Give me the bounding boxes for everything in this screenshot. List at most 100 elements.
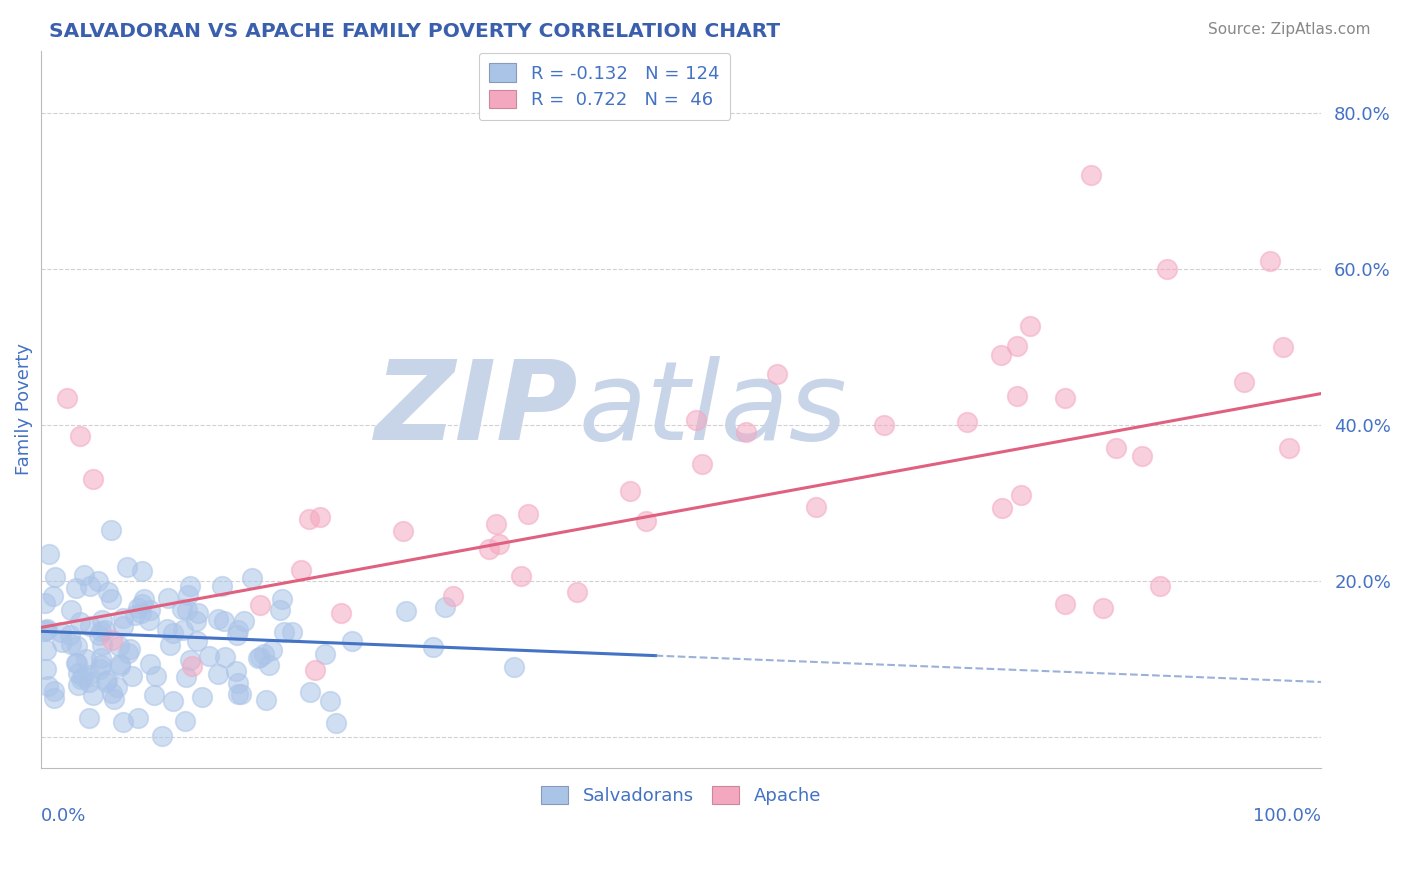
Point [1053, 597, 1076, 611]
Point [1080, 169, 1102, 183]
Point [186, 614, 208, 628]
Point [111, 619, 134, 633]
Text: 100.0%: 100.0% [1253, 807, 1320, 825]
Point [176, 603, 198, 617]
Point [304, 663, 326, 677]
Point [69, 429, 91, 443]
Point [225, 628, 247, 642]
Point [75, 651, 97, 665]
Point [172, 602, 194, 616]
Point [96, 673, 118, 688]
Point [314, 648, 336, 662]
Point [87, 628, 110, 642]
Point [90, 658, 112, 673]
Point [392, 524, 415, 539]
Point [619, 483, 641, 498]
Point [73, 567, 96, 582]
Point [51, 635, 73, 649]
Point [82, 472, 104, 486]
Point [69, 615, 91, 630]
Point [79, 710, 101, 724]
Point [484, 516, 506, 531]
Point [503, 660, 526, 674]
Point [82, 688, 104, 702]
Text: atlas: atlas [579, 356, 848, 463]
Point [509, 568, 531, 582]
Point [257, 658, 280, 673]
Point [249, 650, 271, 665]
Point [422, 640, 444, 655]
Point [186, 634, 208, 648]
Point [94, 623, 117, 637]
Point [44, 570, 66, 584]
Point [262, 643, 284, 657]
Point [142, 688, 165, 702]
Text: 0.0%: 0.0% [41, 807, 87, 825]
Point [67, 678, 90, 692]
Point [271, 591, 294, 606]
Point [129, 606, 152, 620]
Point [34, 643, 56, 657]
Point [115, 559, 138, 574]
Point [226, 623, 249, 637]
Point [179, 578, 201, 592]
Point [37, 622, 59, 636]
Point [60, 637, 83, 651]
Point [804, 500, 827, 514]
Point [207, 612, 229, 626]
Point [177, 588, 200, 602]
Point [139, 603, 162, 617]
Point [765, 367, 787, 381]
Point [735, 425, 758, 439]
Point [956, 415, 979, 429]
Point [1005, 339, 1028, 353]
Point [90, 651, 112, 665]
Point [179, 652, 201, 666]
Point [59, 627, 82, 641]
Point [330, 606, 353, 620]
Point [66, 656, 89, 670]
Point [1271, 340, 1294, 354]
Point [240, 571, 263, 585]
Point [1092, 601, 1115, 615]
Point [229, 687, 252, 701]
Point [38, 547, 60, 561]
Point [172, 623, 194, 637]
Point [1149, 579, 1171, 593]
Point [690, 457, 713, 471]
Point [132, 591, 155, 606]
Point [117, 646, 139, 660]
Point [395, 604, 418, 618]
Point [34, 624, 56, 639]
Point [159, 638, 181, 652]
Point [67, 665, 90, 680]
Point [90, 624, 112, 638]
Point [567, 585, 589, 599]
Point [191, 690, 214, 704]
Point [150, 729, 173, 743]
Text: Source: ZipAtlas.com: Source: ZipAtlas.com [1208, 22, 1371, 37]
Point [105, 680, 128, 694]
Point [89, 662, 111, 676]
Point [211, 579, 233, 593]
Point [873, 417, 896, 432]
Point [66, 640, 89, 654]
Point [139, 657, 162, 671]
Point [249, 598, 271, 612]
Point [77, 674, 100, 689]
Point [127, 711, 149, 725]
Point [214, 649, 236, 664]
Point [1105, 441, 1128, 455]
Point [309, 510, 332, 524]
Point [1156, 261, 1178, 276]
Point [100, 592, 122, 607]
Point [441, 589, 464, 603]
Point [1010, 488, 1032, 502]
Point [156, 622, 179, 636]
Point [173, 714, 195, 728]
Point [120, 642, 142, 657]
Point [69, 672, 91, 686]
Point [77, 668, 100, 682]
Point [516, 508, 538, 522]
Point [685, 412, 707, 426]
